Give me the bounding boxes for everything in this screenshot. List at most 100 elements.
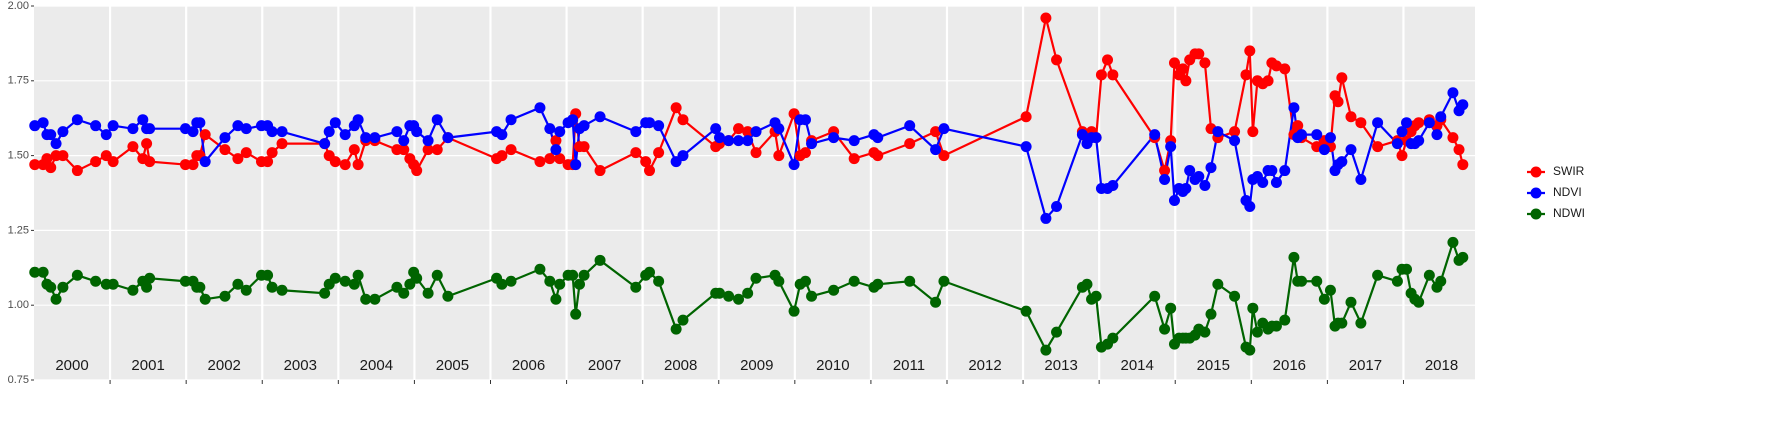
- legend-swatch: [1530, 187, 1542, 199]
- point: [37, 117, 49, 129]
- point: [1076, 129, 1088, 141]
- point: [100, 129, 112, 141]
- point: [1193, 171, 1205, 183]
- y-tick-label: 0.75: [8, 374, 29, 386]
- point: [653, 275, 665, 287]
- point: [1318, 293, 1330, 305]
- point: [1336, 156, 1348, 168]
- point: [848, 153, 860, 165]
- point: [848, 135, 860, 147]
- year-label: 2017: [1349, 357, 1382, 374]
- point: [1355, 117, 1367, 129]
- point: [1413, 296, 1425, 308]
- point: [1453, 144, 1465, 156]
- point: [1205, 162, 1217, 174]
- point: [733, 135, 745, 147]
- point: [1193, 48, 1205, 60]
- point: [570, 308, 582, 320]
- year-label: 2001: [131, 357, 164, 374]
- point: [57, 281, 69, 293]
- marks: [29, 12, 1469, 356]
- year-label: 2011: [893, 357, 925, 374]
- point: [644, 266, 656, 278]
- point: [1180, 183, 1192, 195]
- legend-swatch: [1530, 208, 1542, 220]
- point: [872, 150, 884, 162]
- point: [29, 120, 41, 132]
- point: [1447, 87, 1459, 99]
- point: [232, 278, 244, 290]
- point: [187, 126, 199, 138]
- point: [1435, 275, 1447, 287]
- point: [319, 138, 331, 150]
- point: [1296, 129, 1308, 141]
- point: [57, 150, 69, 162]
- point: [1279, 63, 1291, 75]
- point: [1020, 305, 1032, 317]
- point: [1423, 269, 1435, 281]
- point: [750, 147, 762, 159]
- point: [750, 272, 762, 284]
- point: [1372, 269, 1384, 281]
- point: [1240, 69, 1252, 81]
- year-label: 2000: [55, 357, 88, 374]
- point: [127, 123, 139, 135]
- point: [567, 114, 579, 126]
- point: [41, 153, 53, 165]
- point: [57, 126, 69, 138]
- point: [574, 278, 586, 290]
- point: [578, 269, 590, 281]
- point: [733, 293, 745, 305]
- y-tick-label: 1.50: [8, 150, 29, 162]
- point: [262, 269, 274, 281]
- point: [179, 275, 191, 287]
- point: [1270, 60, 1282, 72]
- point: [1102, 54, 1114, 66]
- point: [1279, 314, 1291, 326]
- point: [653, 120, 665, 132]
- legend-label: SWIR: [1553, 164, 1585, 178]
- point: [1107, 332, 1119, 344]
- point: [554, 126, 566, 138]
- point: [199, 293, 211, 305]
- point: [141, 281, 153, 293]
- point: [199, 156, 211, 168]
- point: [1401, 117, 1413, 129]
- point: [670, 102, 682, 114]
- point: [938, 150, 950, 162]
- point: [904, 120, 916, 132]
- point: [930, 126, 942, 138]
- point: [391, 126, 403, 138]
- point: [1081, 278, 1093, 290]
- point: [352, 114, 364, 126]
- point: [127, 141, 139, 153]
- point: [742, 126, 754, 138]
- point: [1020, 111, 1032, 123]
- point: [1212, 126, 1224, 138]
- point: [29, 266, 41, 278]
- year-label: 2008: [664, 357, 697, 374]
- point: [1345, 111, 1357, 123]
- point: [733, 123, 745, 135]
- point: [505, 114, 517, 126]
- point: [137, 114, 149, 126]
- point: [1332, 96, 1344, 108]
- point: [677, 150, 689, 162]
- point: [828, 132, 840, 144]
- point: [1262, 75, 1274, 87]
- point: [398, 287, 410, 299]
- point: [723, 135, 735, 147]
- y-tick-label: 1.75: [8, 75, 29, 87]
- year-label: 2010: [816, 357, 849, 374]
- point: [90, 275, 102, 287]
- point: [806, 290, 818, 302]
- point: [1159, 174, 1171, 186]
- point: [1288, 251, 1300, 263]
- point: [505, 275, 517, 287]
- point: [127, 284, 139, 296]
- point: [1251, 326, 1263, 338]
- point: [710, 123, 722, 135]
- point: [1431, 129, 1443, 141]
- point: [594, 111, 606, 123]
- point: [329, 117, 341, 129]
